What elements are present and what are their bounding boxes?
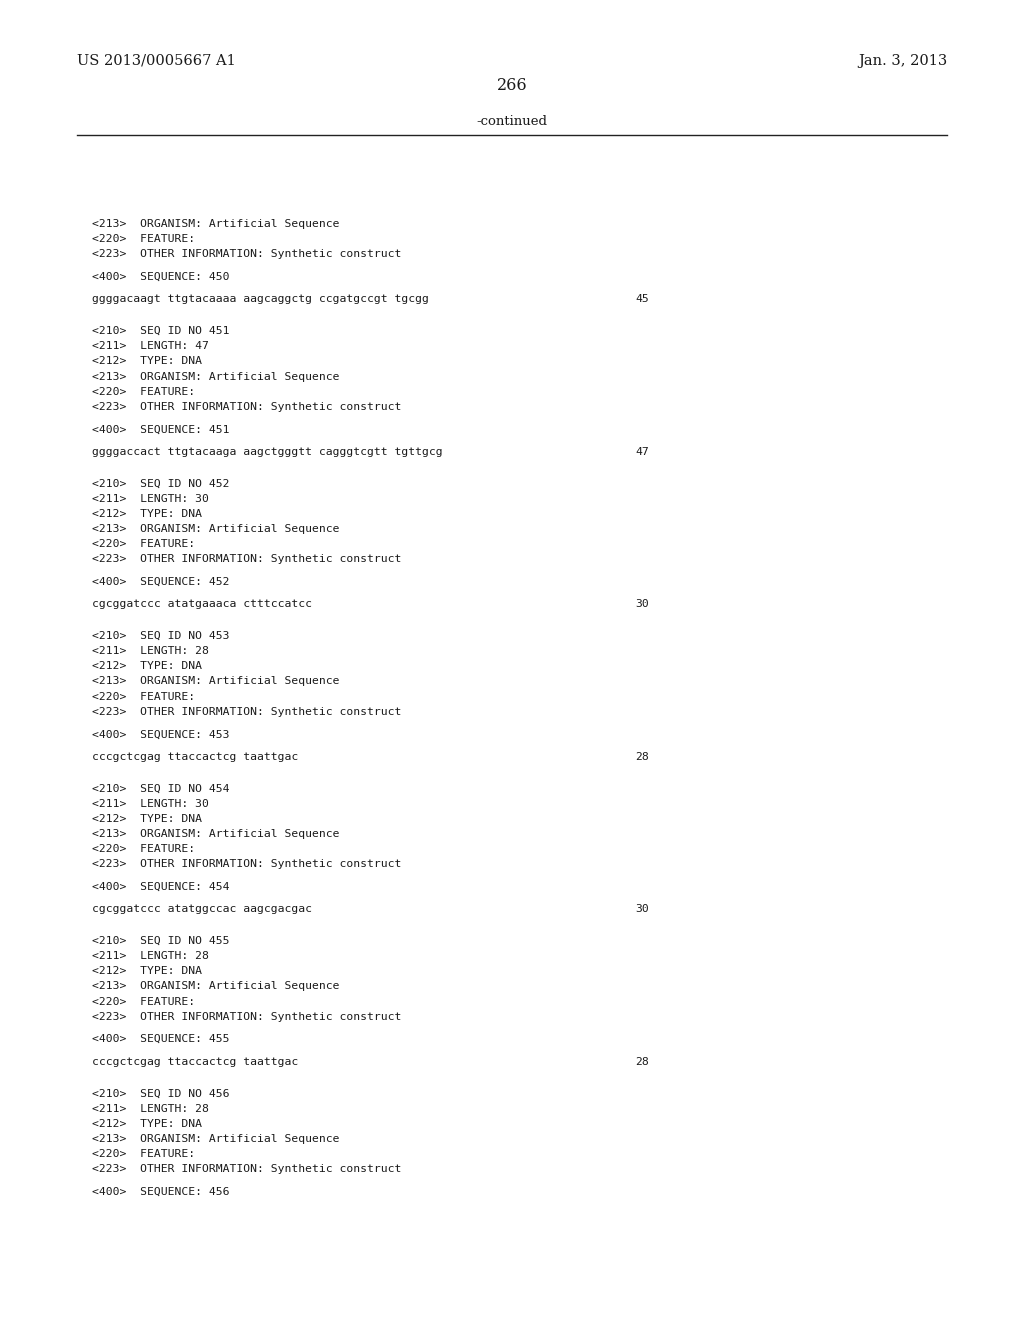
Text: <223>  OTHER INFORMATION: Synthetic construct: <223> OTHER INFORMATION: Synthetic const… [92,1164,401,1175]
Text: <223>  OTHER INFORMATION: Synthetic construct: <223> OTHER INFORMATION: Synthetic const… [92,708,401,717]
Text: -continued: -continued [476,115,548,128]
Text: 266: 266 [497,77,527,94]
Text: ggggacaagt ttgtacaaaa aagcaggctg ccgatgccgt tgcgg: ggggacaagt ttgtacaaaa aagcaggctg ccgatgc… [92,294,429,305]
Text: <400>  SEQUENCE: 452: <400> SEQUENCE: 452 [92,577,229,587]
Text: 28: 28 [635,1056,648,1067]
Text: <400>  SEQUENCE: 455: <400> SEQUENCE: 455 [92,1035,229,1044]
Text: <210>  SEQ ID NO 455: <210> SEQ ID NO 455 [92,936,229,946]
Text: <220>  FEATURE:: <220> FEATURE: [92,387,196,397]
Text: 47: 47 [635,446,648,457]
Text: Jan. 3, 2013: Jan. 3, 2013 [858,54,947,67]
Text: <210>  SEQ ID NO 453: <210> SEQ ID NO 453 [92,631,229,642]
Text: <213>  ORGANISM: Artificial Sequence: <213> ORGANISM: Artificial Sequence [92,676,340,686]
Text: <400>  SEQUENCE: 450: <400> SEQUENCE: 450 [92,272,229,282]
Text: <210>  SEQ ID NO 456: <210> SEQ ID NO 456 [92,1088,229,1098]
Text: <212>  TYPE: DNA: <212> TYPE: DNA [92,661,202,672]
Text: ggggaccact ttgtacaaga aagctgggtt cagggtcgtt tgttgcg: ggggaccact ttgtacaaga aagctgggtt cagggtc… [92,446,442,457]
Text: <213>  ORGANISM: Artificial Sequence: <213> ORGANISM: Artificial Sequence [92,524,340,535]
Text: <211>  LENGTH: 30: <211> LENGTH: 30 [92,799,209,809]
Text: <220>  FEATURE:: <220> FEATURE: [92,692,196,702]
Text: cgcggatccc atatggccac aagcgacgac: cgcggatccc atatggccac aagcgacgac [92,904,312,915]
Text: <220>  FEATURE:: <220> FEATURE: [92,539,196,549]
Text: <220>  FEATURE:: <220> FEATURE: [92,997,196,1007]
Text: <213>  ORGANISM: Artificial Sequence: <213> ORGANISM: Artificial Sequence [92,829,340,840]
Text: 30: 30 [635,599,648,610]
Text: <400>  SEQUENCE: 453: <400> SEQUENCE: 453 [92,729,229,739]
Text: <210>  SEQ ID NO 452: <210> SEQ ID NO 452 [92,479,229,488]
Text: <223>  OTHER INFORMATION: Synthetic construct: <223> OTHER INFORMATION: Synthetic const… [92,859,401,870]
Text: <223>  OTHER INFORMATION: Synthetic construct: <223> OTHER INFORMATION: Synthetic const… [92,1011,401,1022]
Text: cgcggatccc atatgaaaca ctttccatcc: cgcggatccc atatgaaaca ctttccatcc [92,599,312,610]
Text: <212>  TYPE: DNA: <212> TYPE: DNA [92,966,202,977]
Text: US 2013/0005667 A1: US 2013/0005667 A1 [77,54,236,67]
Text: <213>  ORGANISM: Artificial Sequence: <213> ORGANISM: Artificial Sequence [92,372,340,381]
Text: <223>  OTHER INFORMATION: Synthetic construct: <223> OTHER INFORMATION: Synthetic const… [92,249,401,260]
Text: <212>  TYPE: DNA: <212> TYPE: DNA [92,508,202,519]
Text: cccgctcgag ttaccactcg taattgac: cccgctcgag ttaccactcg taattgac [92,1056,298,1067]
Text: <210>  SEQ ID NO 454: <210> SEQ ID NO 454 [92,784,229,793]
Text: <211>  LENGTH: 28: <211> LENGTH: 28 [92,1104,209,1114]
Text: 28: 28 [635,752,648,762]
Text: <213>  ORGANISM: Artificial Sequence: <213> ORGANISM: Artificial Sequence [92,219,340,230]
Text: 45: 45 [635,294,648,305]
Text: <211>  LENGTH: 28: <211> LENGTH: 28 [92,950,209,961]
Text: <212>  TYPE: DNA: <212> TYPE: DNA [92,813,202,824]
Text: <223>  OTHER INFORMATION: Synthetic construct: <223> OTHER INFORMATION: Synthetic const… [92,401,401,412]
Text: <211>  LENGTH: 47: <211> LENGTH: 47 [92,341,209,351]
Text: <213>  ORGANISM: Artificial Sequence: <213> ORGANISM: Artificial Sequence [92,982,340,991]
Text: <220>  FEATURE:: <220> FEATURE: [92,235,196,244]
Text: <211>  LENGTH: 28: <211> LENGTH: 28 [92,647,209,656]
Text: cccgctcgag ttaccactcg taattgac: cccgctcgag ttaccactcg taattgac [92,752,298,762]
Text: <400>  SEQUENCE: 451: <400> SEQUENCE: 451 [92,425,229,434]
Text: <211>  LENGTH: 30: <211> LENGTH: 30 [92,494,209,504]
Text: <400>  SEQUENCE: 454: <400> SEQUENCE: 454 [92,882,229,892]
Text: <212>  TYPE: DNA: <212> TYPE: DNA [92,356,202,367]
Text: <220>  FEATURE:: <220> FEATURE: [92,845,196,854]
Text: <210>  SEQ ID NO 451: <210> SEQ ID NO 451 [92,326,229,337]
Text: <220>  FEATURE:: <220> FEATURE: [92,1148,196,1159]
Text: <223>  OTHER INFORMATION: Synthetic construct: <223> OTHER INFORMATION: Synthetic const… [92,554,401,565]
Text: <400>  SEQUENCE: 456: <400> SEQUENCE: 456 [92,1187,229,1197]
Text: <212>  TYPE: DNA: <212> TYPE: DNA [92,1119,202,1129]
Text: 30: 30 [635,904,648,915]
Text: <213>  ORGANISM: Artificial Sequence: <213> ORGANISM: Artificial Sequence [92,1134,340,1144]
